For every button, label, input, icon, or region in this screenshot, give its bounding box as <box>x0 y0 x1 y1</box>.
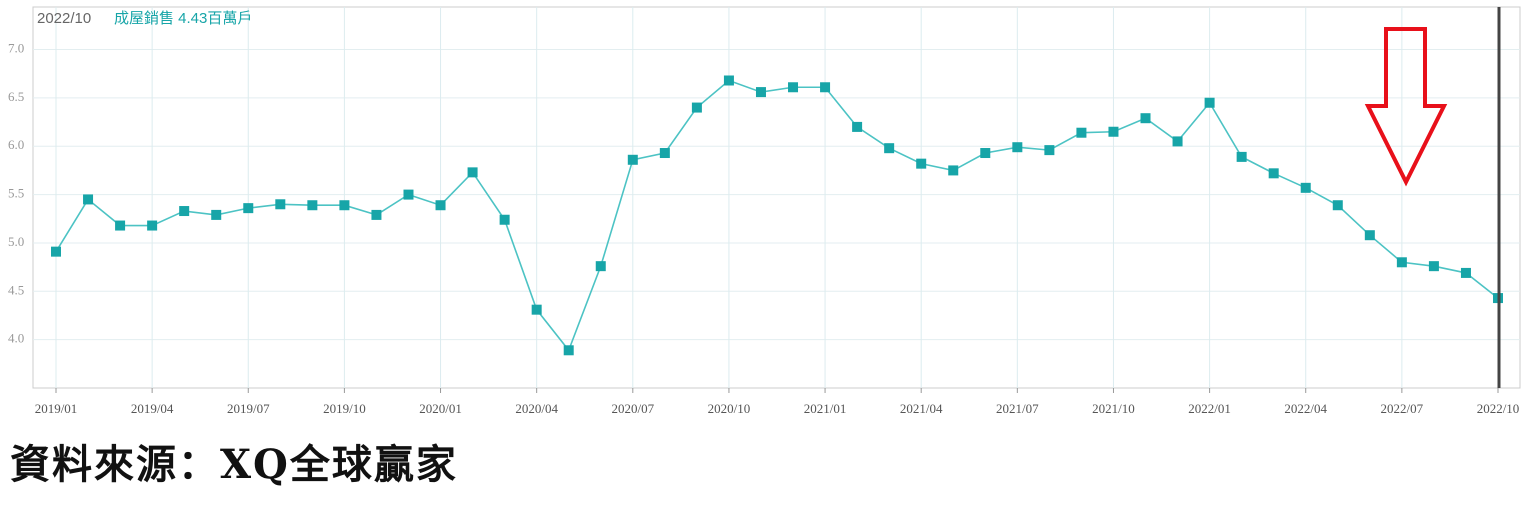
point <box>531 304 542 315</box>
point <box>595 261 606 272</box>
point <box>371 209 382 220</box>
point <box>83 194 94 205</box>
x-tick-label: 2020/04 <box>515 401 558 416</box>
point <box>1460 267 1471 278</box>
point <box>243 203 254 214</box>
point <box>115 220 126 231</box>
point <box>820 82 831 93</box>
point <box>275 199 286 210</box>
point <box>1108 126 1119 137</box>
point <box>755 87 766 98</box>
y-tick-label: 4.5 <box>8 282 24 297</box>
point <box>691 102 702 113</box>
point <box>1300 182 1311 193</box>
y-tick-label: 7.0 <box>8 41 24 56</box>
x-tick-label: 2021/01 <box>804 401 847 416</box>
y-tick-label: 6.5 <box>8 89 24 104</box>
y-tick-label: 6.0 <box>8 137 24 152</box>
point <box>179 206 190 217</box>
point <box>1236 151 1247 162</box>
point <box>1172 136 1183 147</box>
point <box>339 200 350 211</box>
point <box>916 158 927 169</box>
point <box>1428 261 1439 272</box>
x-tick-label: 2021/10 <box>1092 401 1135 416</box>
y-tick-label: 5.0 <box>8 234 24 249</box>
point <box>1140 113 1151 124</box>
point <box>1364 230 1375 241</box>
x-tick-label: 2020/07 <box>611 401 654 416</box>
x-tick-label: 2022/07 <box>1381 401 1424 416</box>
point <box>788 82 799 93</box>
point <box>1268 168 1279 179</box>
point <box>403 189 414 200</box>
y-tick-label: 5.5 <box>8 186 24 201</box>
point <box>1044 145 1055 156</box>
x-tick-label: 2022/10 <box>1477 401 1520 416</box>
x-tick-label: 2019/07 <box>227 401 270 416</box>
point <box>884 143 895 154</box>
point <box>1012 142 1023 153</box>
point <box>627 154 638 165</box>
x-tick-label: 2020/10 <box>708 401 751 416</box>
point <box>659 148 670 159</box>
point <box>980 148 991 159</box>
point <box>1076 127 1087 138</box>
x-tick-label: 2021/07 <box>996 401 1039 416</box>
y-tick-label: 4.0 <box>8 331 24 346</box>
point <box>211 209 222 220</box>
down-arrow <box>1364 27 1448 187</box>
series-line <box>55 79 1499 352</box>
plot-frame <box>32 6 1521 389</box>
x-tick-label: 2019/10 <box>323 401 366 416</box>
x-tick-label: 2022/04 <box>1284 401 1327 416</box>
x-tick-label: 2019/01 <box>35 401 78 416</box>
point <box>51 246 61 257</box>
x-tick-label: 2022/01 <box>1188 401 1231 416</box>
point <box>563 345 574 356</box>
point <box>467 167 478 178</box>
point <box>1204 97 1215 108</box>
point <box>948 165 959 176</box>
x-tick-label: 2019/04 <box>131 401 174 416</box>
cursor-date: 2022/10 <box>37 10 91 27</box>
x-tick-label: 2021/04 <box>900 401 943 416</box>
point <box>723 75 734 86</box>
chart: 4.0 4.5 5.0 5.5 6.0 6.5 7.0 2019/01 2019/04 2019/… <box>8 6 1521 416</box>
source: 資料來源：XQ全球贏家 <box>10 441 458 488</box>
point <box>147 220 158 231</box>
point <box>1332 200 1343 211</box>
point <box>435 200 446 211</box>
point <box>499 214 510 225</box>
point <box>1396 257 1407 268</box>
cursor-value: 成屋銷售 4.43百萬戶 <box>114 10 252 27</box>
point <box>852 121 863 132</box>
point <box>307 200 318 211</box>
x-tick-label: 2020/01 <box>419 401 462 416</box>
